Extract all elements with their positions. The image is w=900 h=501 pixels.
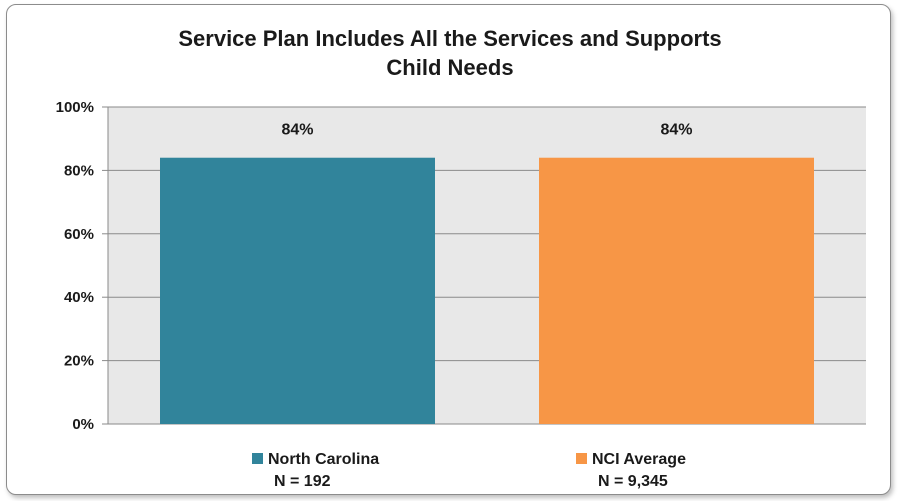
legend-swatch-1 (252, 453, 263, 464)
chart-title-line-1: Service Plan Includes All the Services a… (178, 26, 722, 51)
bar-1 (160, 157, 435, 424)
chart-title-line-2: Child Needs (386, 55, 514, 80)
chart-title: Service Plan Includes All the Services a… (0, 24, 900, 82)
y-tick-label: 80% (64, 162, 94, 179)
legend-swatch-2 (576, 453, 587, 464)
legend-label-1: North Carolina (268, 451, 379, 468)
data-label-1: 84% (281, 122, 313, 139)
y-tick-label: 60% (64, 226, 94, 243)
legend-n-2: N = 9,345 (598, 473, 668, 490)
legend-n-1: N = 192 (274, 473, 331, 490)
y-tick-label: 20% (64, 353, 94, 370)
bar-2 (539, 157, 814, 424)
data-label-2: 84% (660, 122, 692, 139)
y-tick-label: 40% (64, 289, 94, 306)
y-tick-label: 100% (56, 99, 94, 116)
legend-label-2: NCI Average (592, 451, 686, 468)
y-tick-label: 0% (72, 416, 94, 433)
